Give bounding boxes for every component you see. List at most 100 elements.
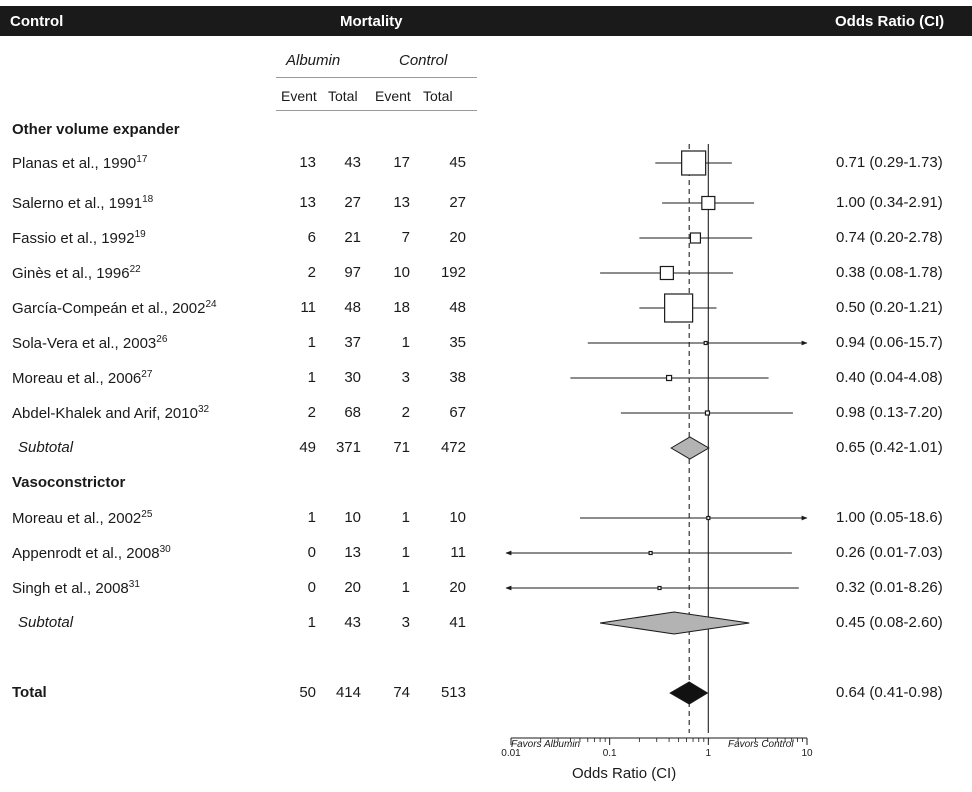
albumin-total-value: 13 — [344, 544, 361, 561]
control-event-value: 18 — [393, 299, 410, 316]
study-name: Moreau et al., 2002 — [12, 510, 142, 527]
reference-superscript: 27 — [141, 369, 153, 380]
odds-ratio-ci-text: 0.26 (0.01-7.03) — [836, 544, 943, 561]
control-event-value: 74 — [393, 684, 410, 701]
control-total-col: Total — [423, 88, 453, 104]
control-label: Control — [399, 52, 448, 69]
study-estimate-square — [704, 410, 711, 416]
study-estimate-square — [657, 585, 662, 591]
albumin-event-col: Event — [281, 88, 317, 104]
reference-superscript: 18 — [142, 194, 154, 205]
study-label-group: Planas et al., 199017 — [12, 154, 147, 172]
study-estimate-square — [681, 150, 707, 176]
reference-superscript: 17 — [136, 154, 148, 165]
subtotal-diamond — [600, 611, 750, 635]
control-event-value: 3 — [401, 614, 410, 631]
control-total-value: 513 — [440, 684, 466, 701]
albumin-event-value: 1 — [307, 614, 316, 631]
albumin-event-value: 13 — [299, 154, 316, 171]
study-label-group: Singh et al., 200831 — [12, 579, 140, 597]
albumin-label: Albumin — [286, 52, 341, 69]
header-study: Control — [10, 13, 64, 30]
study-name: Fassio et al., 1992 — [12, 230, 135, 247]
albumin-total-value: 68 — [344, 404, 361, 421]
odds-ratio-ci-text: 0.38 (0.08-1.78) — [836, 264, 943, 281]
control-total-value: 472 — [440, 439, 466, 456]
albumin-event-value: 1 — [307, 509, 316, 526]
odds-ratio-ci-text: 0.32 (0.01-8.26) — [836, 579, 943, 596]
study-name: Appenrodt et al., 2008 — [12, 545, 160, 562]
albumin-total-value: 414 — [335, 684, 361, 701]
control-event-value: 1 — [401, 579, 410, 596]
albumin-event-value: 49 — [299, 439, 316, 456]
study-estimate-square — [664, 293, 694, 323]
header-mortality: Mortality — [340, 13, 403, 30]
control-event-col: Event — [375, 88, 411, 104]
odds-ratio-ci-text: 0.65 (0.42-1.01) — [836, 439, 943, 456]
control-total-value: 20 — [449, 229, 466, 246]
albumin-event-value: 0 — [307, 579, 316, 596]
odds-ratio-ci-text: 0.74 (0.20-2.78) — [836, 229, 943, 246]
study-label-group: Abdel-Khalek and Arif, 201032 — [12, 404, 209, 422]
reference-superscript: 26 — [156, 334, 168, 345]
control-event-value: 1 — [401, 334, 410, 351]
odds-ratio-ci-text: 0.98 (0.13-7.20) — [836, 404, 943, 421]
header-bar — [0, 6, 972, 36]
albumin-total-value: 21 — [344, 229, 361, 246]
control-total-value: 11 — [450, 544, 466, 561]
study-estimate-square — [659, 265, 674, 281]
x-tick-label: 1 — [706, 748, 712, 759]
reference-superscript: 19 — [134, 229, 146, 240]
reference-superscript: 22 — [129, 264, 141, 275]
albumin-total-value: 20 — [344, 579, 361, 596]
reference-superscript: 30 — [159, 544, 171, 555]
study-label-group: Moreau et al., 200627 — [12, 369, 152, 387]
albumin-event-value: 2 — [307, 404, 316, 421]
study-label-group: García-Compeán et al., 200224 — [12, 299, 217, 317]
study-label-group: Appenrodt et al., 200830 — [12, 544, 171, 562]
control-total-value: 20 — [449, 579, 466, 596]
albumin-event-value: 1 — [307, 334, 316, 351]
study-name: Singh et al., 2008 — [12, 580, 129, 597]
study-estimate-square — [703, 340, 708, 346]
study-label-group: Ginès et al., 199622 — [12, 264, 141, 282]
albumin-event-value: 1 — [307, 369, 316, 386]
albumin-total-value: 27 — [344, 194, 361, 211]
albumin-total-value: 371 — [335, 439, 361, 456]
group-heading: Other volume expander — [12, 121, 180, 138]
x-tick-label: 10 — [801, 748, 813, 759]
reference-superscript: 31 — [128, 579, 140, 590]
control-total-value: 48 — [449, 299, 466, 316]
odds-ratio-ci-text: 0.45 (0.08-2.60) — [836, 614, 943, 631]
control-event-value: 1 — [401, 544, 410, 561]
control-total-value: 45 — [449, 154, 466, 171]
study-estimate-square — [689, 232, 702, 244]
favors-albumin-label: Favors Albumin — [511, 739, 581, 750]
albumin-total-value: 97 — [344, 264, 361, 281]
odds-ratio-ci-text: 0.94 (0.06-15.7) — [836, 334, 943, 351]
x-tick-label: 0.1 — [603, 748, 617, 759]
odds-ratio-ci-text: 0.64 (0.41-0.98) — [836, 684, 943, 701]
control-total-value: 27 — [449, 194, 466, 211]
header-odds-ratio: Odds Ratio (CI) — [835, 13, 945, 30]
albumin-event-value: 2 — [307, 264, 316, 281]
control-total-value: 192 — [440, 264, 466, 281]
study-estimate-square — [701, 195, 716, 211]
control-event-value: 10 — [393, 264, 410, 281]
study-label-group: Fassio et al., 199219 — [12, 229, 146, 247]
study-name: Abdel-Khalek and Arif, 2010 — [12, 405, 198, 422]
study-name: García-Compeán et al., 2002 — [12, 300, 206, 317]
control-total-value: 38 — [449, 369, 466, 386]
control-event-value: 71 — [393, 439, 410, 456]
control-event-value: 13 — [393, 194, 410, 211]
control-event-value: 7 — [401, 229, 410, 246]
total-label: Total — [12, 684, 47, 701]
study-name: Planas et al., 1990 — [12, 155, 137, 172]
control-event-value: 3 — [401, 369, 410, 386]
reference-superscript: 32 — [197, 404, 210, 415]
odds-ratio-ci-text: 1.00 (0.34-2.91) — [836, 194, 943, 211]
control-event-value: 17 — [393, 154, 410, 171]
albumin-event-value: 13 — [299, 194, 316, 211]
